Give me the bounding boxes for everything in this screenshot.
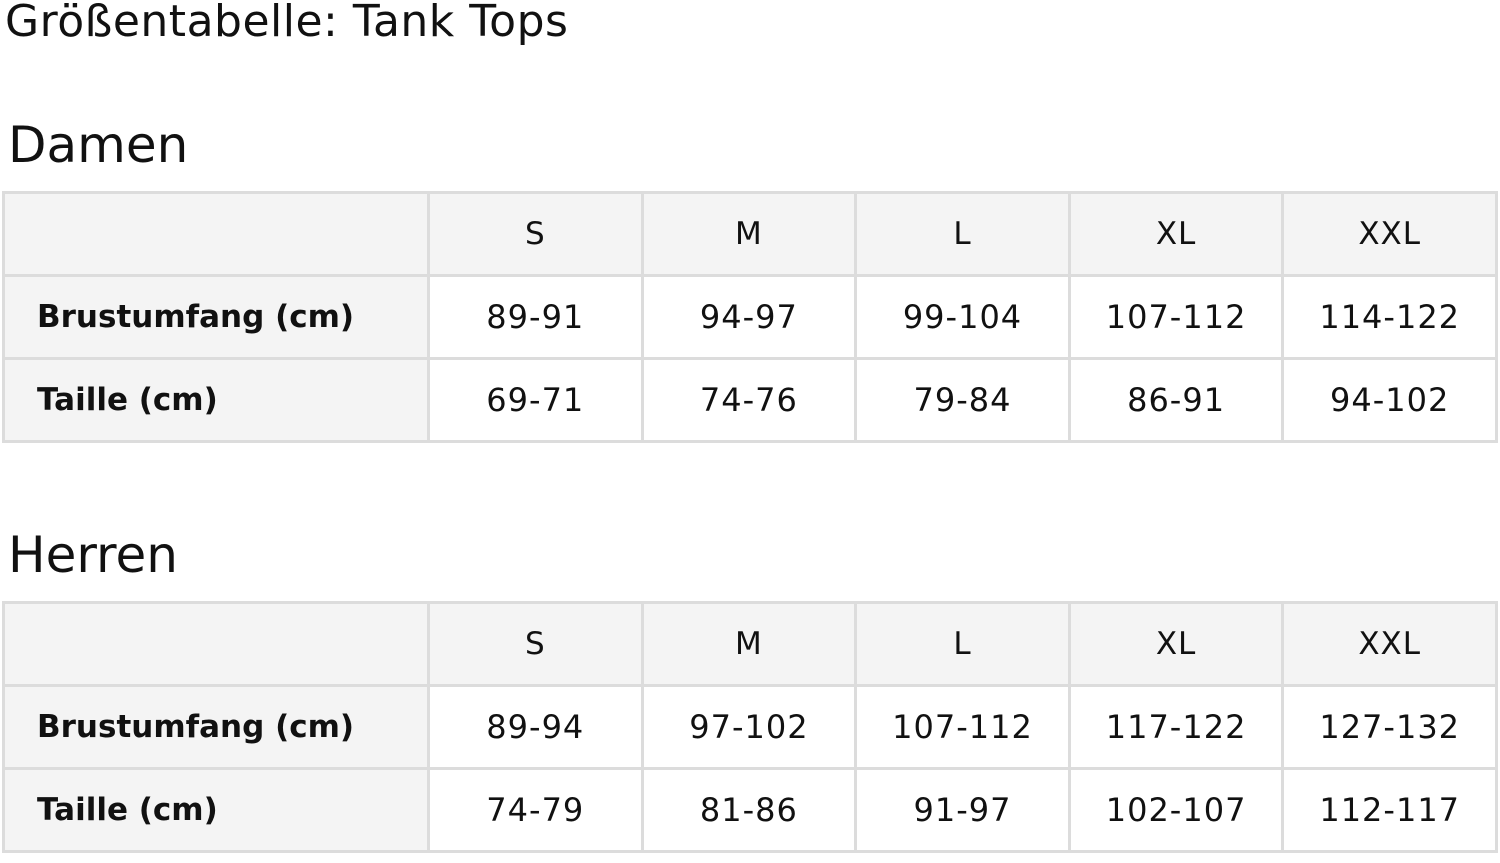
table-row: Taille (cm) 74-79 81-86 91-97 102-107 112-117 <box>2 767 1498 853</box>
size-header: S <box>427 191 644 277</box>
row-label: Taille (cm) <box>2 357 430 443</box>
measurement-cell: 81-86 <box>640 767 858 853</box>
measurement-cell: 89-94 <box>427 684 644 770</box>
measurement-cell: 107-112 <box>1067 274 1285 360</box>
measurement-cell: 94-97 <box>640 274 858 360</box>
measurement-cell: 69-71 <box>427 357 644 443</box>
size-table-damen: S M L XL XXL Brustumfang (cm) 89-91 94-97 99-104… <box>2 191 1498 443</box>
size-header: L <box>854 191 1071 277</box>
measurement-cell: 97-102 <box>640 684 858 770</box>
table-row: Taille (cm) 69-71 74-76 79-84 86-91 94-102 <box>2 357 1498 443</box>
row-label: Taille (cm) <box>2 767 430 853</box>
table-row: Brustumfang (cm) 89-91 94-97 99-104 107-112 1… <box>2 274 1498 360</box>
size-header: XL <box>1067 191 1285 277</box>
row-label: Brustumfang (cm) <box>2 684 430 770</box>
measurement-cell: 114-122 <box>1281 274 1498 360</box>
measurement-cell: 91-97 <box>854 767 1071 853</box>
measurement-cell: 74-76 <box>640 357 858 443</box>
measurement-cell: 79-84 <box>854 357 1071 443</box>
section-heading-damen: Damen <box>8 116 189 174</box>
row-label: Brustumfang (cm) <box>2 274 430 360</box>
measurement-cell: 102-107 <box>1067 767 1285 853</box>
corner-cell <box>2 601 430 687</box>
size-header: M <box>640 601 858 687</box>
size-header: XXL <box>1281 191 1498 277</box>
page-title: Größentabelle: Tank Tops <box>5 0 569 47</box>
measurement-cell: 127-132 <box>1281 684 1498 770</box>
measurement-cell: 112-117 <box>1281 767 1498 853</box>
table-row: Brustumfang (cm) 89-94 97-102 107-112 117-12… <box>2 684 1498 770</box>
measurement-cell: 107-112 <box>854 684 1071 770</box>
section-heading-herren: Herren <box>8 526 178 584</box>
measurement-cell: 74-79 <box>427 767 644 853</box>
corner-cell <box>2 191 430 277</box>
header-row: S M L XL XXL <box>2 601 1498 687</box>
size-header: XL <box>1067 601 1285 687</box>
size-header: L <box>854 601 1071 687</box>
size-header: M <box>640 191 858 277</box>
header-row: S M L XL XXL <box>2 191 1498 277</box>
measurement-cell: 117-122 <box>1067 684 1285 770</box>
measurement-cell: 99-104 <box>854 274 1071 360</box>
size-header: S <box>427 601 644 687</box>
size-table-herren: S M L XL XXL Brustumfang (cm) 89-94 97-102 107-1… <box>2 601 1498 853</box>
size-header: XXL <box>1281 601 1498 687</box>
measurement-cell: 89-91 <box>427 274 644 360</box>
measurement-cell: 94-102 <box>1281 357 1498 443</box>
measurement-cell: 86-91 <box>1067 357 1285 443</box>
